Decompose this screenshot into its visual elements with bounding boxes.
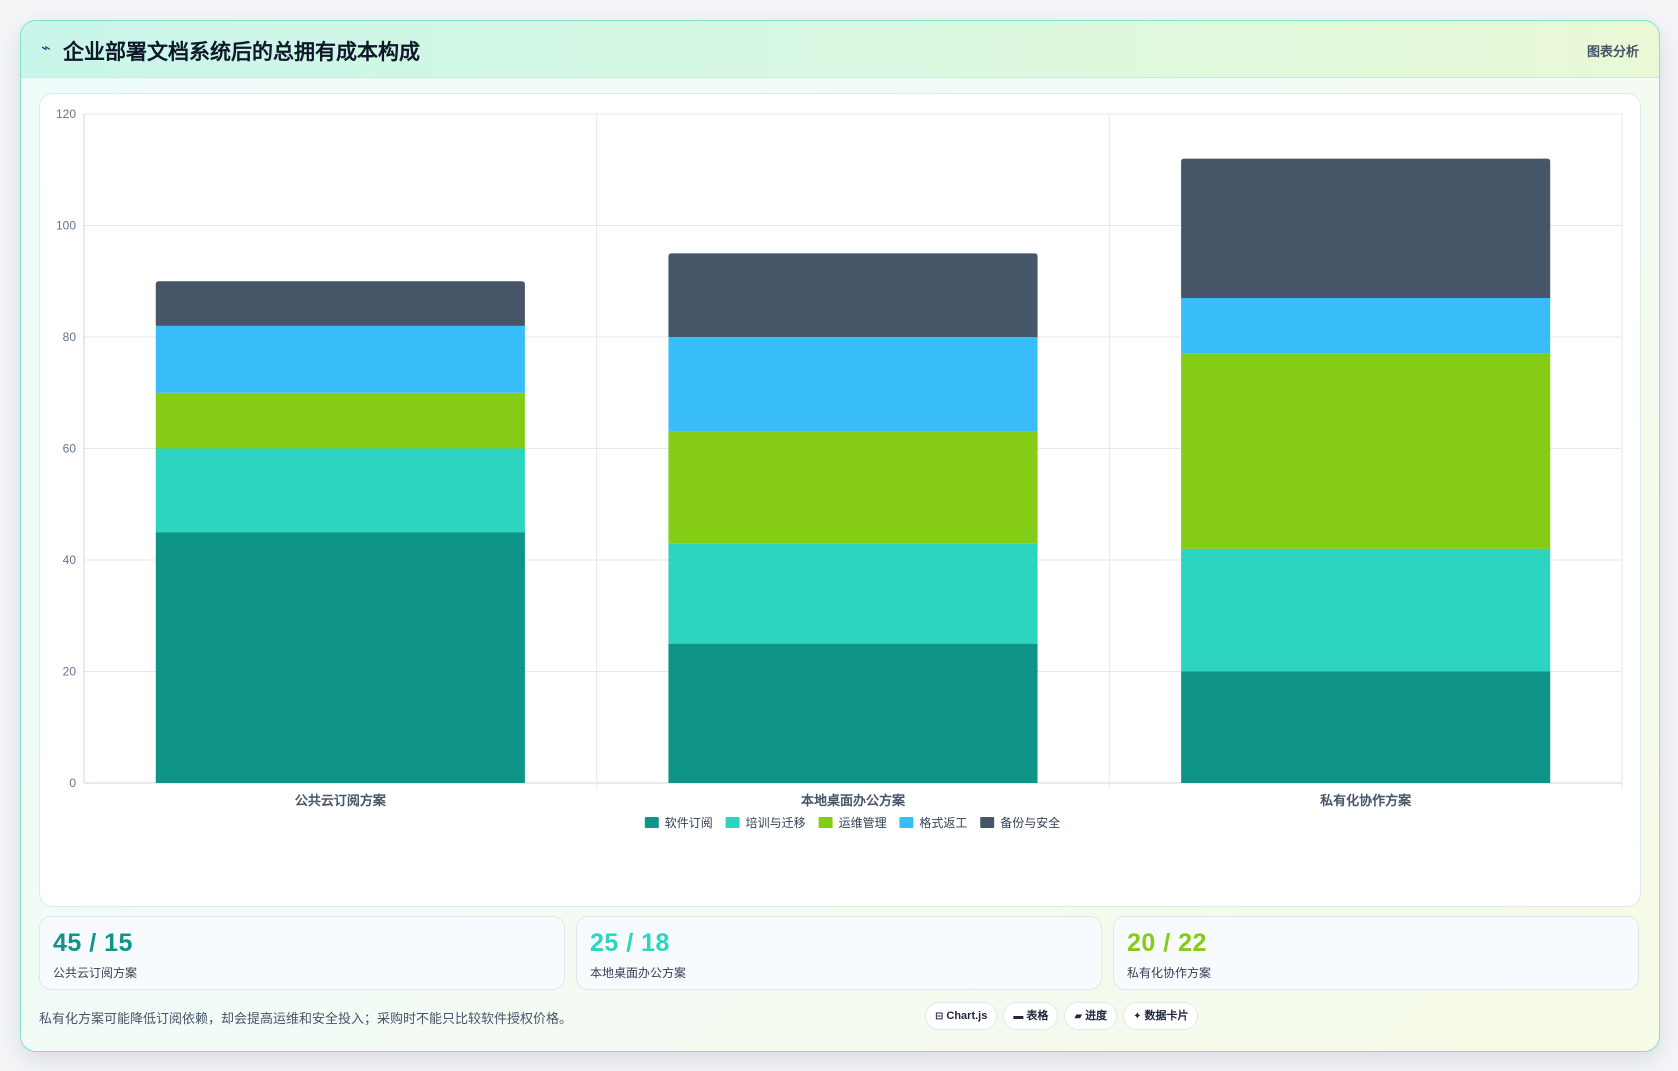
stat-card-private: 20 / 22 私有化协作方案 bbox=[1113, 916, 1639, 990]
stat-card-cloud: 45 / 15 公共云订阅方案 bbox=[39, 916, 565, 990]
progress-label: 进度 bbox=[1085, 1010, 1108, 1022]
bar-segment bbox=[1181, 353, 1551, 549]
y-tick-label: 120 bbox=[56, 107, 76, 121]
bar-segment bbox=[668, 337, 1038, 432]
footnote: 私有化方案可能降低订阅依赖，却会提高运维和安全投入；采购时不能只比较软件授权价格… bbox=[39, 1011, 573, 1026]
bar-segment bbox=[668, 253, 1038, 337]
y-tick-label: 80 bbox=[63, 330, 77, 344]
legend-label: 运维管理 bbox=[839, 815, 887, 830]
bar-segment bbox=[1181, 671, 1551, 783]
progress-button[interactable]: ▰ 进度 bbox=[1064, 1002, 1118, 1030]
legend-label: 培训与迁移 bbox=[746, 815, 806, 830]
page-title: 企业部署文档系统后的总拥有成本构成 bbox=[63, 41, 420, 64]
table-icon: ▬ bbox=[1013, 1011, 1024, 1022]
bar-segment bbox=[1181, 548, 1551, 672]
bar-segment bbox=[668, 431, 1038, 544]
sparkle-icon: ✦ bbox=[1133, 1011, 1142, 1022]
stat-value: 20 / 22 bbox=[1127, 929, 1207, 957]
bar-segment bbox=[155, 281, 525, 326]
view-toolbar: ⊟ Chart.js ▬ 表格 ▰ 进度 ✦ 数据卡片 bbox=[925, 1002, 1204, 1032]
chart-panel: ⌁ 企业部署文档系统后的总拥有成本构成 图表分析 0 20 40 60 80 100 120… bbox=[20, 20, 1660, 1052]
bar-segment bbox=[1181, 158, 1551, 298]
bar-segment bbox=[668, 543, 1038, 644]
data-cards-button[interactable]: ✦ 数据卡片 bbox=[1123, 1002, 1199, 1030]
stat-label: 本地桌面办公方案 bbox=[590, 966, 687, 980]
y-tick-label: 0 bbox=[69, 776, 76, 790]
legend-swatch bbox=[980, 817, 995, 828]
bar-segment bbox=[1181, 297, 1551, 354]
legend-label: 格式返工 bbox=[919, 815, 967, 830]
stat-value: 45 / 15 bbox=[53, 929, 133, 957]
y-tick-label: 60 bbox=[63, 442, 77, 456]
progress-icon: ▰ bbox=[1074, 1011, 1083, 1022]
bar-segment bbox=[155, 392, 525, 449]
y-tick-label: 40 bbox=[63, 553, 77, 567]
x-tick-label: 公共云订阅方案 bbox=[295, 793, 387, 808]
panel-header: ⌁ 企业部署文档系统后的总拥有成本构成 图表分析 bbox=[21, 21, 1659, 78]
legend-swatch bbox=[899, 817, 914, 828]
x-tick-label: 私有化协作方案 bbox=[1320, 793, 1412, 808]
chart-card: 0 20 40 60 80 100 120 公共云订阅方案 本地桌面办公方案 私有化协作方案软件订… bbox=[39, 93, 1641, 907]
bar-segment bbox=[668, 643, 1038, 783]
trend-line-icon: ⌁ bbox=[41, 40, 51, 57]
bar-segment bbox=[155, 532, 525, 783]
legend-swatch bbox=[644, 817, 659, 828]
stat-value: 25 / 18 bbox=[590, 929, 670, 957]
legend-swatch bbox=[818, 817, 833, 828]
analysis-tag: 图表分析 bbox=[1586, 44, 1639, 59]
legend-label: 备份与安全 bbox=[1000, 815, 1060, 830]
stat-label: 私有化协作方案 bbox=[1127, 966, 1212, 980]
chartjs-label: Chart.js bbox=[946, 1010, 988, 1022]
x-tick-label: 本地桌面办公方案 bbox=[801, 793, 906, 808]
stacked-bar-chart: 0 20 40 60 80 100 120 公共云订阅方案 本地桌面办公方案 私有化协作方案软件订… bbox=[56, 107, 1623, 830]
y-tick-label: 20 bbox=[63, 665, 77, 679]
stat-label: 公共云订阅方案 bbox=[53, 966, 138, 980]
bar-segment bbox=[155, 325, 525, 393]
chart-icon: ⊟ bbox=[935, 1011, 944, 1022]
stat-card-desktop: 25 / 18 本地桌面办公方案 bbox=[576, 916, 1102, 990]
data-cards-label: 数据卡片 bbox=[1144, 1010, 1189, 1022]
table-label: 表格 bbox=[1026, 1010, 1049, 1022]
chartjs-button[interactable]: ⊟ Chart.js bbox=[925, 1002, 998, 1030]
bar-segment bbox=[155, 448, 525, 533]
y-tick-label: 100 bbox=[56, 219, 76, 233]
legend-label: 软件订阅 bbox=[665, 816, 713, 830]
table-button[interactable]: ▬ 表格 bbox=[1003, 1002, 1059, 1030]
legend-swatch bbox=[725, 817, 740, 828]
